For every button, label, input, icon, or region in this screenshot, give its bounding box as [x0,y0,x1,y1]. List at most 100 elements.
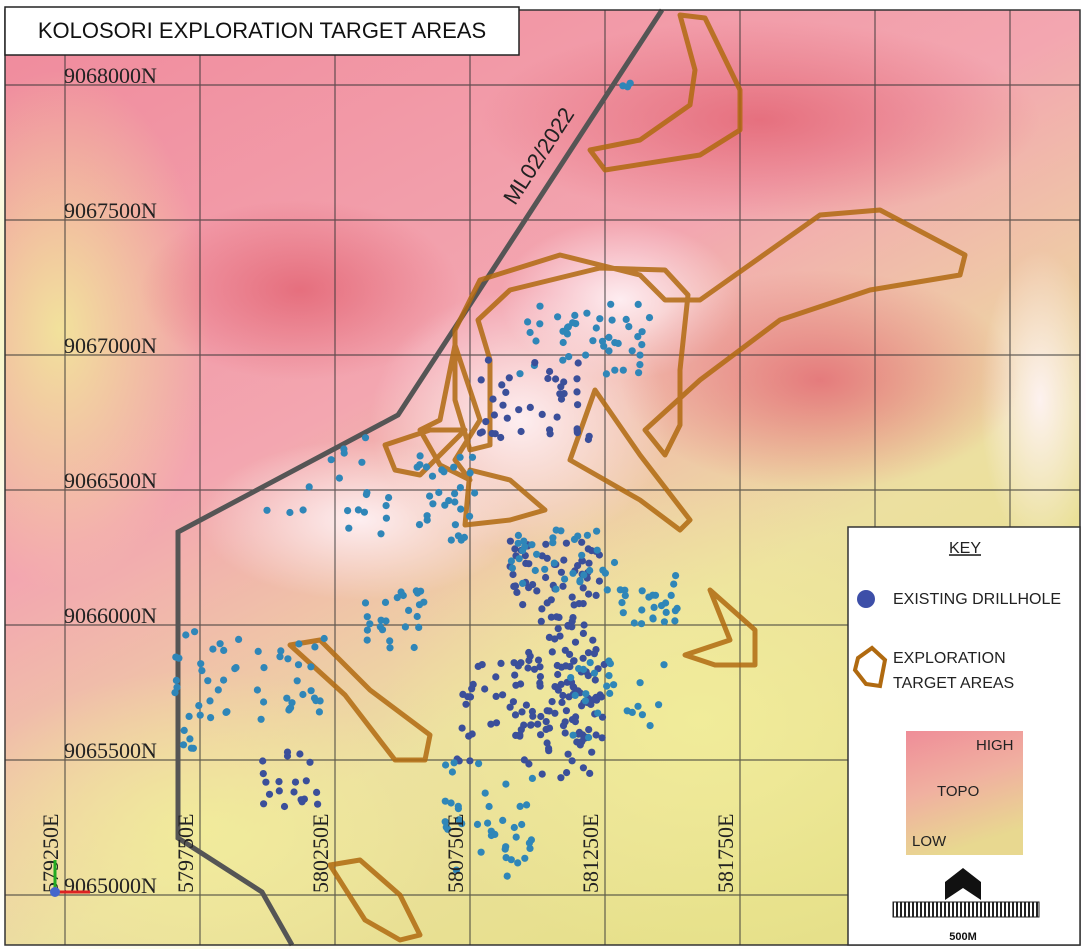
drillhole [592,324,600,332]
drillhole [361,434,370,442]
drillhole [533,550,541,558]
drillhole [492,692,500,701]
drillhole [481,685,489,693]
drillhole [579,629,588,638]
drillhole [583,309,591,317]
drillhole [558,698,566,707]
drillhole [509,570,517,579]
drillhole [451,498,459,506]
drillhole [276,653,284,661]
drillhole [204,677,212,685]
drillhole [595,577,604,585]
drillhole [335,474,343,482]
drillhole [531,359,539,367]
drillhole [456,484,464,492]
drillhole [584,435,593,444]
drillhole [603,682,611,690]
drillhole [523,801,531,809]
drillhole [466,512,474,520]
drillhole [444,825,452,833]
drillhole [521,854,529,862]
drillhole [585,590,593,598]
drillhole [510,823,518,832]
drillhole [179,741,188,749]
drillhole [590,650,599,658]
drillhole [198,667,206,675]
drillhole [625,323,633,331]
drillhole [559,327,567,335]
northing-label: 9068000N [64,63,157,88]
drillhole [649,614,657,622]
key-drillhole-symbol [857,590,875,608]
drillhole [345,524,353,532]
drillhole [563,769,571,777]
drillhole [557,680,565,689]
drillhole [516,802,524,811]
drillhole [574,359,582,367]
drillhole [488,429,496,438]
drillhole [553,613,561,621]
drillhole [327,456,335,464]
drillhole [608,316,616,324]
drillhole [415,521,424,529]
title-box: KOLOSORI EXPLORATION TARGET AREAS [4,6,520,56]
drillhole [507,557,515,565]
drillhole [605,333,613,341]
drillhole [382,502,390,510]
key-topo-high: HIGH [976,737,1014,754]
drillhole [571,691,579,700]
drillhole [477,848,485,856]
drillhole [376,623,384,631]
drillhole [628,708,636,717]
drillhole [635,369,643,377]
drillhole [567,674,575,682]
drillhole [584,545,592,553]
drillhole [514,859,522,867]
drillhole [283,752,292,760]
drillhole [580,571,588,579]
drillhole [537,731,545,739]
drillhole [527,721,535,729]
drillhole [607,300,615,308]
drillhole [501,845,509,853]
drillhole [655,701,663,709]
drillhole [541,565,549,573]
drillhole [568,593,576,601]
drillhole [650,603,658,612]
drillhole [363,613,371,621]
drillhole [310,694,319,702]
drillhole [569,731,577,739]
drillhole [557,383,565,391]
drillhole [579,764,588,772]
drillhole [517,427,525,436]
drillhole [458,724,466,732]
drillhole [660,661,668,669]
easting-label: 580250E [308,814,333,893]
drillhole [216,640,224,648]
key-topo-low: LOW [912,833,947,850]
drillhole [594,709,602,717]
drillhole [482,418,490,426]
drillhole [585,733,593,742]
drillhole [638,606,646,614]
drillhole [638,587,646,595]
drillhole [235,635,243,644]
drillhole [518,708,526,716]
drillhole [513,588,521,597]
drillhole [340,449,348,457]
easting-label: 579250E [38,814,63,893]
drillhole [559,338,567,347]
drillhole [546,426,554,434]
drillhole [526,328,534,337]
drillhole [214,686,222,694]
drillhole [582,351,590,359]
drillhole [416,461,424,469]
drillhole [291,778,300,786]
drillhole [410,643,418,652]
drillhole [638,341,646,349]
drillhole [361,599,370,607]
drillhole [591,676,599,684]
drillhole [528,774,537,783]
drillhole [275,787,283,795]
